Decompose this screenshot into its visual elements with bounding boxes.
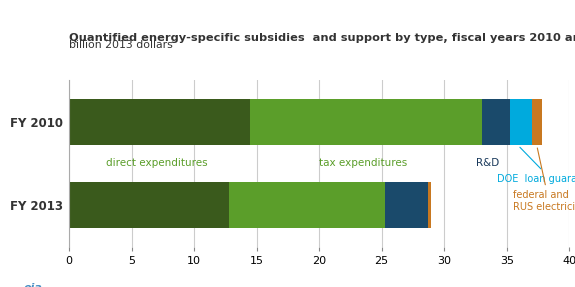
Bar: [532, 99, 542, 145]
Text: Quantified energy-specific subsidies  and support by type, fiscal years 2010 and: Quantified energy-specific subsidies and…: [69, 34, 575, 43]
Bar: [385, 182, 428, 228]
Text: federal and
RUS electricity: federal and RUS electricity: [513, 148, 575, 212]
Bar: [428, 182, 431, 228]
Text: direct expenditures: direct expenditures: [106, 158, 208, 168]
Bar: [229, 182, 385, 228]
Text: tax expenditures: tax expenditures: [319, 158, 407, 168]
Text: billion 2013 dollars: billion 2013 dollars: [69, 40, 172, 51]
Bar: [69, 99, 250, 145]
Bar: [511, 99, 532, 145]
Bar: [482, 99, 511, 145]
Text: R&D: R&D: [476, 158, 500, 168]
Text: DOE  loan guarantees: DOE loan guarantees: [497, 147, 575, 184]
Bar: [250, 99, 482, 145]
Bar: [69, 182, 229, 228]
Text: eia: eia: [24, 284, 43, 287]
